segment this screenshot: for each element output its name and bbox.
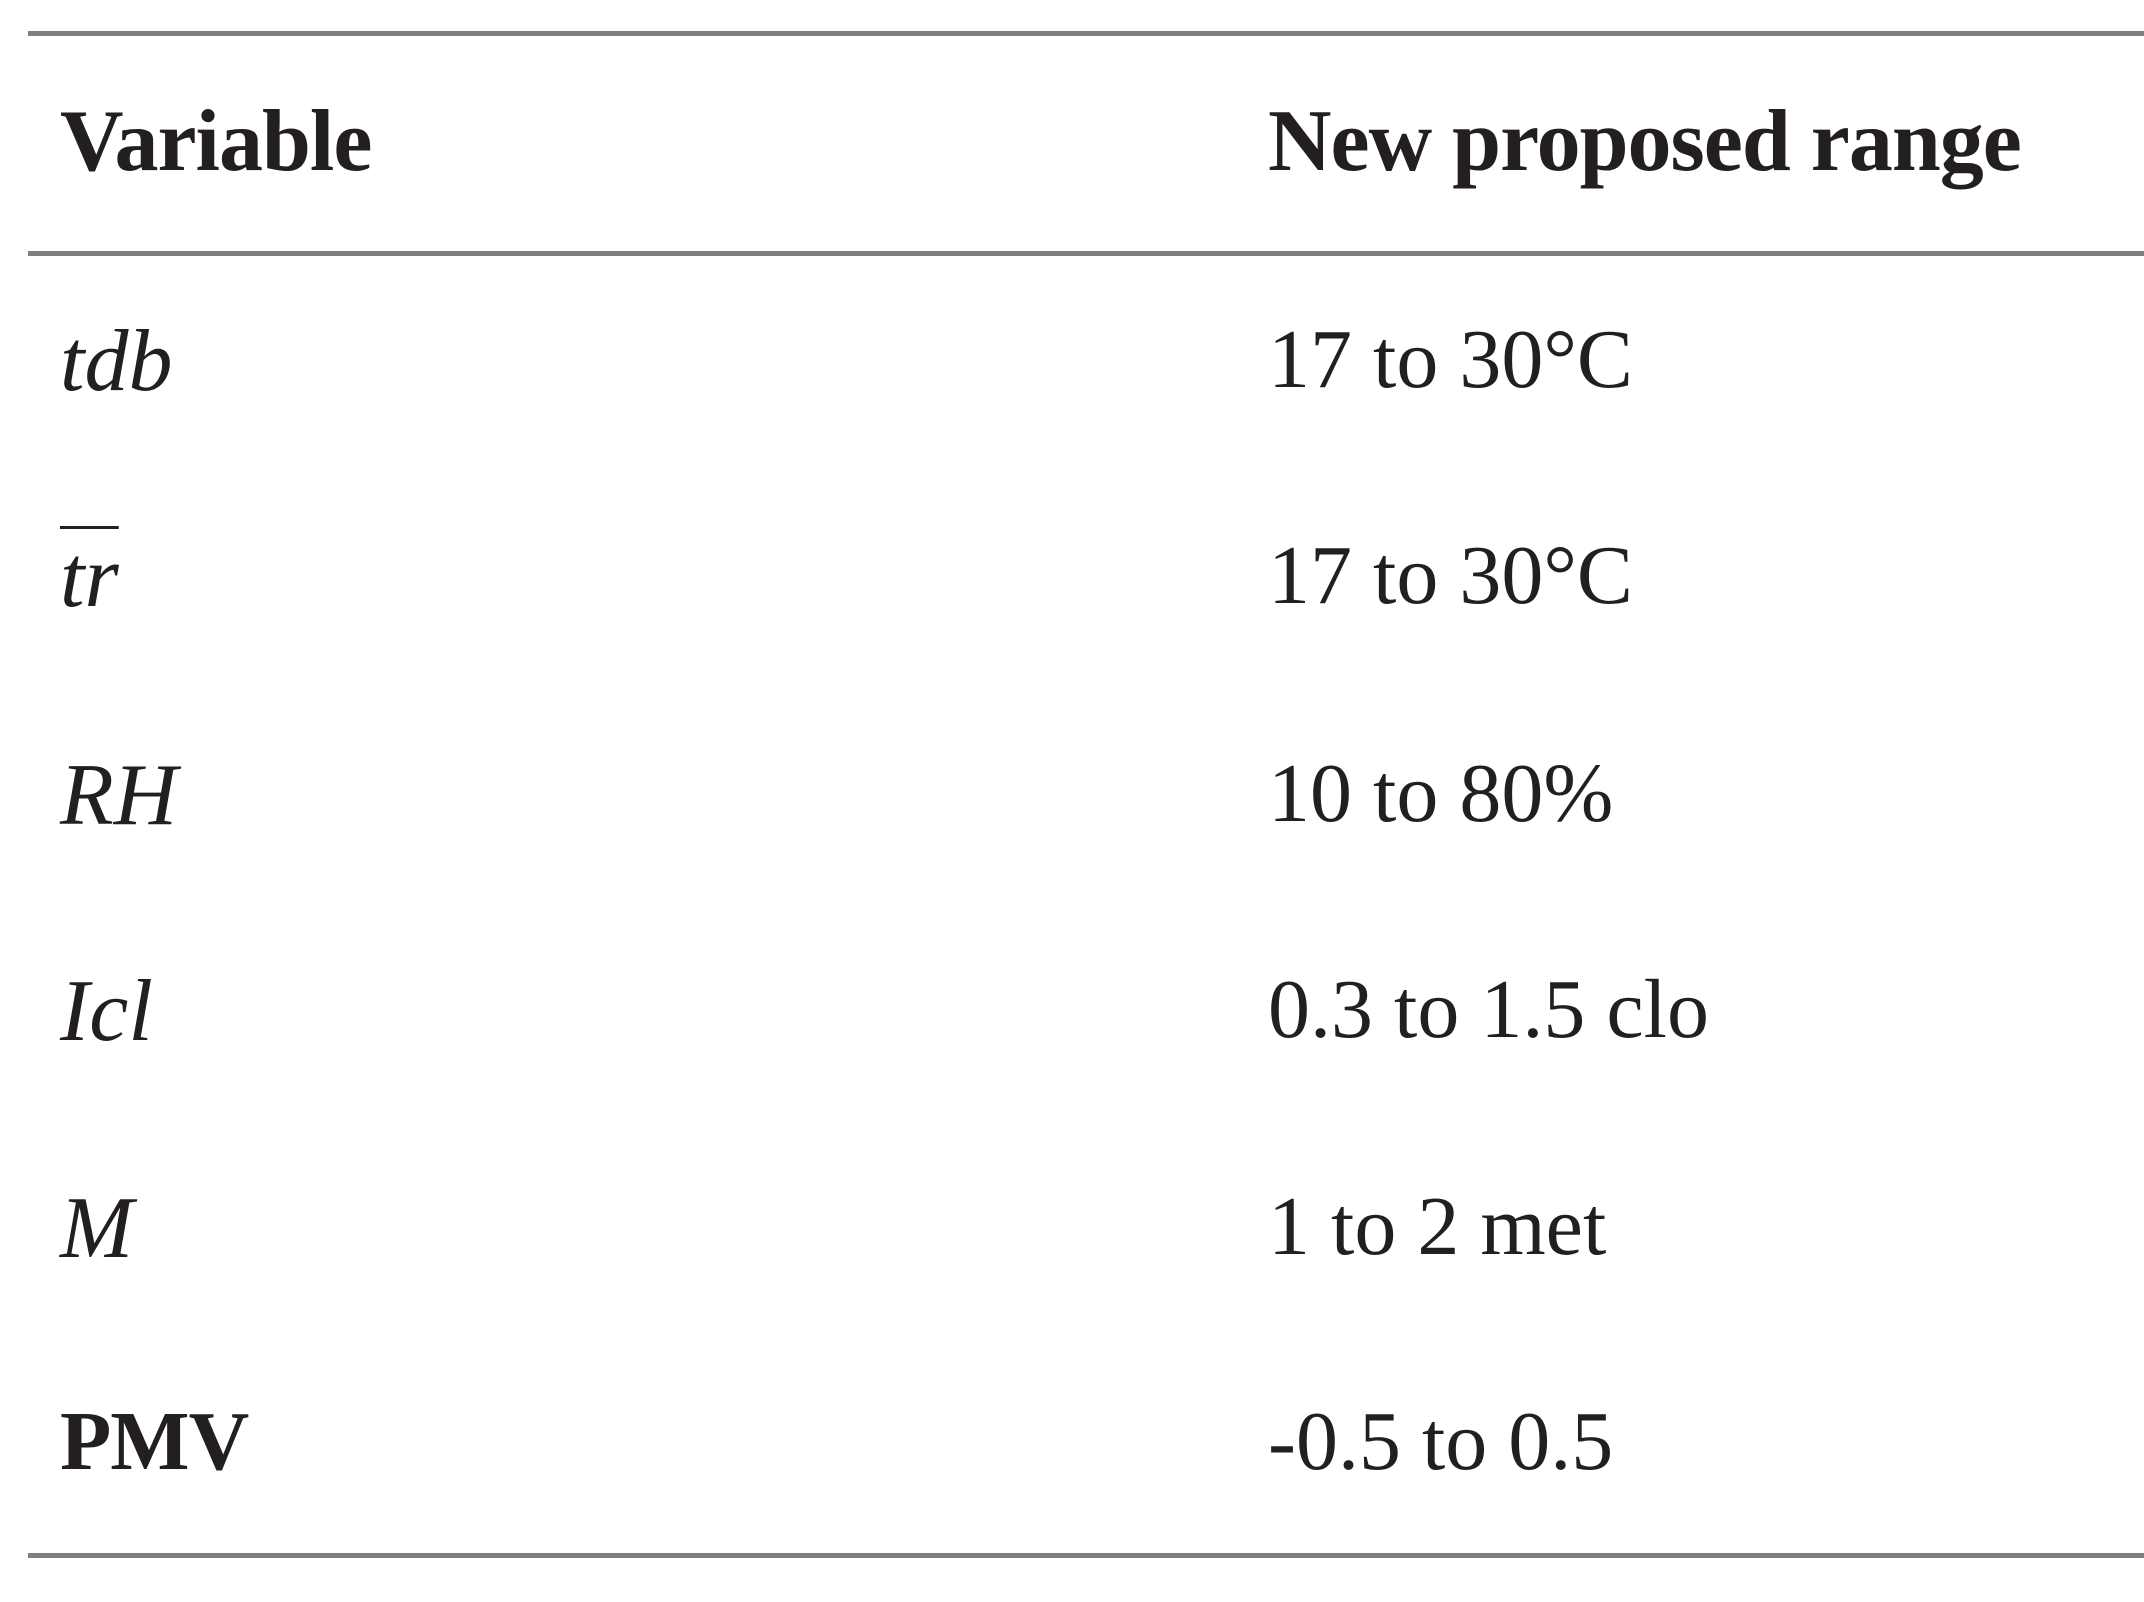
variable-tdb: tdb: [60, 313, 173, 410]
range-tr: 17 to 30°C: [1268, 529, 1633, 622]
variable-m: M: [60, 1180, 134, 1277]
range-pmv: -0.5 to 0.5: [1268, 1395, 1614, 1488]
table-top-rule: [28, 31, 2144, 36]
table-bottom-rule: [28, 1553, 2144, 1558]
range-tdb: 17 to 30°C: [1268, 313, 1633, 406]
range-m: 1 to 2 met: [1268, 1180, 1607, 1273]
header-variable: Variable: [60, 93, 372, 190]
variable-rh: RH: [60, 747, 178, 844]
range-icl: 0.3 to 1.5 clo: [1268, 963, 1709, 1056]
variable-icl: Icl: [60, 963, 153, 1060]
table-header-rule: [28, 251, 2144, 256]
variable-range-table: Variable New proposed range tdb 17 to 30…: [28, 0, 2144, 1602]
variable-tr: tr: [60, 529, 119, 626]
range-rh: 10 to 80%: [1268, 747, 1614, 840]
variable-pmv: PMV: [60, 1395, 249, 1488]
header-range: New proposed range: [1268, 93, 2022, 190]
